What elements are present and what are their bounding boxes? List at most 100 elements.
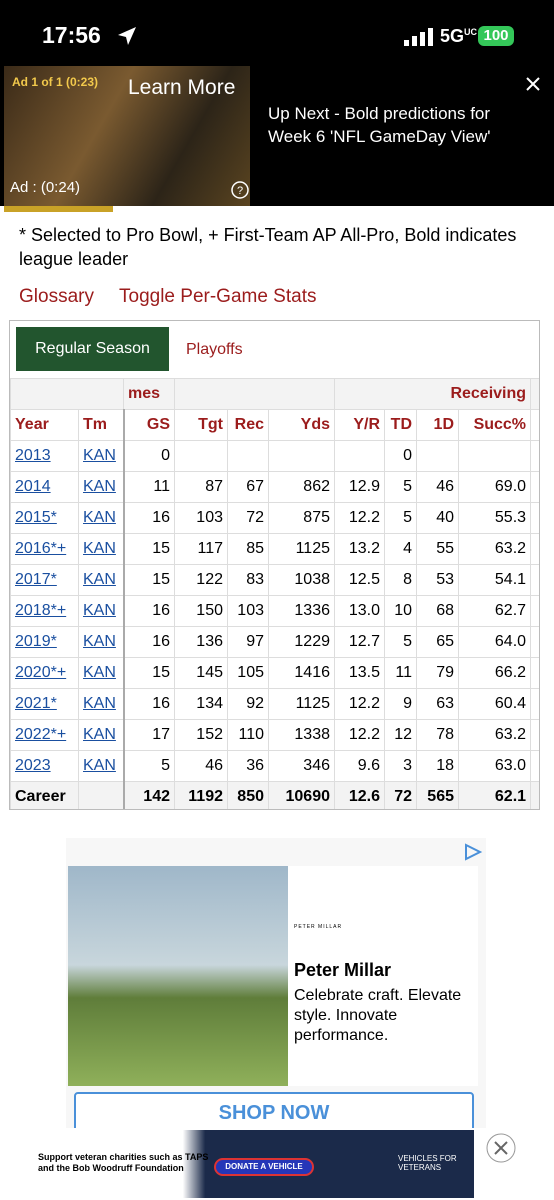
location-icon: [118, 27, 136, 45]
cell[interactable]: KAN: [78, 564, 125, 596]
row: 2015* KAN 16 103 72 875 12.2 5 40 55.3: [10, 502, 539, 534]
cell[interactable]: 2023: [10, 750, 79, 782]
banner-logo: VEHICLES FOR VETERANS: [398, 1154, 457, 1172]
column-header: Rec: [227, 409, 269, 441]
cell: 1416: [268, 657, 335, 689]
ad-logo: PETER MILLAR: [294, 924, 343, 930]
cell[interactable]: 2015*: [10, 502, 79, 534]
cell[interactable]: KAN: [78, 688, 125, 720]
toggle-link[interactable]: Toggle Per-Game Stats: [119, 286, 317, 307]
ad-timer: Ad : (0:24): [10, 179, 81, 196]
banner-close[interactable]: [485, 1132, 517, 1164]
cell: 15: [123, 657, 175, 689]
cell: 55: [416, 533, 459, 565]
cell[interactable]: 2021*: [10, 688, 79, 720]
adchoices-icon[interactable]: [462, 842, 484, 862]
cell[interactable]: KAN: [78, 533, 125, 565]
cell[interactable]: 2020*+: [10, 657, 79, 689]
row: 2020*+ KAN 15 145 105 1416 13.5 11 79 66.2: [10, 657, 539, 689]
info-icon[interactable]: ?: [231, 181, 249, 199]
stats-table: Regular Season Playoffs mes Receiving Year…: [9, 320, 540, 810]
cell[interactable]: 2019*: [10, 626, 79, 658]
cell: 10690: [268, 781, 335, 809]
cell: 72: [227, 502, 269, 534]
cell: 78: [416, 719, 459, 751]
ad-progress: [4, 206, 113, 212]
glossary-link[interactable]: Glossary: [19, 286, 94, 307]
cell: 145: [174, 657, 228, 689]
close-icon[interactable]: [525, 76, 541, 92]
cell[interactable]: 2014: [10, 471, 79, 503]
cell[interactable]: KAN: [78, 471, 125, 503]
banner-ad[interactable]: Support veteran charities such as TAPS a…: [26, 1130, 474, 1198]
status-bar: 17:56 5GUC 100: [0, 0, 554, 66]
group-header: mes: [123, 378, 175, 410]
cell: 13.5: [334, 657, 385, 689]
cell: 5: [384, 471, 417, 503]
cell: 97: [227, 626, 269, 658]
cell[interactable]: KAN: [78, 657, 125, 689]
shop-now[interactable]: SHOP NOW: [74, 1092, 474, 1132]
cell[interactable]: KAN: [78, 750, 125, 782]
row: 2016*+ KAN 15 117 85 1125 13.2 4 55 63.2: [10, 533, 539, 565]
cell: 46: [416, 471, 459, 503]
cell: 1192: [174, 781, 228, 809]
cell[interactable]: KAN: [78, 719, 125, 751]
cell[interactable]: 2017*: [10, 564, 79, 596]
cell: 122: [174, 564, 228, 596]
group-cell: [10, 378, 124, 410]
cell: 46: [174, 750, 228, 782]
banner-button[interactable]: DONATE A VEHICLE: [214, 1158, 314, 1176]
cell[interactable]: 2016*+: [10, 533, 79, 565]
banner-area: Support veteran charities such as TAPS a…: [0, 1128, 554, 1200]
up-next[interactable]: Up Next - Bold predictions for Week 6 'N…: [268, 104, 491, 146]
cell: 8: [384, 564, 417, 596]
cell: [530, 595, 539, 627]
tab-active[interactable]: Regular Season: [16, 327, 169, 371]
note: * Selected to Pro Bowl, + First-Team AP …: [19, 225, 517, 269]
ad-photo: [68, 866, 288, 1086]
cell: [78, 781, 125, 809]
cell: 65: [416, 626, 459, 658]
cell[interactable]: KAN: [78, 440, 125, 472]
table: mes Receiving Year Tm GS Tgt Rec Yds Y/R TD 1D Succ…: [10, 378, 539, 809]
cell: 136: [174, 626, 228, 658]
cell: 87: [174, 471, 228, 503]
cell: 62.1: [457, 781, 532, 809]
cell: 9.6: [334, 750, 385, 782]
cell: 5: [384, 626, 417, 658]
cell: [530, 781, 539, 809]
learn-more[interactable]: Learn More: [128, 76, 236, 99]
group-row: mes Receiving: [10, 378, 539, 410]
banner-text: Support veteran charities such as TAPS a…: [38, 1152, 209, 1173]
cell: 63: [416, 688, 459, 720]
tab[interactable]: Playoffs: [186, 341, 243, 358]
cell: 5: [384, 502, 417, 534]
signal-icon: [404, 28, 433, 46]
cell: 4: [384, 533, 417, 565]
cell[interactable]: 2018*+: [10, 595, 79, 627]
cell: [268, 440, 335, 472]
cell: 5: [123, 750, 175, 782]
column-header: TD: [384, 409, 417, 441]
cell: 1338: [268, 719, 335, 751]
column-header: GS: [123, 409, 175, 441]
cell: 13.0: [334, 595, 385, 627]
cell[interactable]: KAN: [78, 626, 125, 658]
row: 2018*+ KAN 16 150 103 1336 13.0 10 68 62.7: [10, 595, 539, 627]
battery: 100: [478, 26, 514, 46]
cell: 10: [384, 595, 417, 627]
cell[interactable]: KAN: [78, 595, 125, 627]
cell[interactable]: 2013: [10, 440, 79, 472]
cell[interactable]: 2022*+: [10, 719, 79, 751]
cell: 9: [384, 688, 417, 720]
cell: 55.3: [457, 502, 532, 534]
cell: 92: [227, 688, 269, 720]
cell: 15: [123, 564, 175, 596]
cell[interactable]: KAN: [78, 502, 125, 534]
row: 2021* KAN 16 134 92 1125 12.2 9 63 60.4: [10, 688, 539, 720]
cell: 68: [416, 595, 459, 627]
cell: [530, 626, 539, 658]
